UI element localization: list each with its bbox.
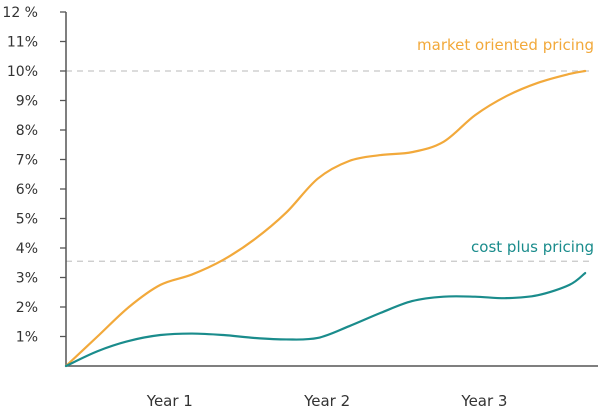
series-labels: market oriented pricing cost plus pricing [417, 36, 594, 256]
y-tick-label: 1% [16, 330, 38, 346]
y-tick-label: 11% [7, 35, 38, 51]
x-tick-label: Year 1 [146, 392, 193, 410]
series-label-market-oriented-pricing: market oriented pricing [417, 36, 594, 54]
series-line-market-oriented-pricing [64, 69, 587, 368]
y-tick-label: 10% [7, 64, 38, 80]
series-lines [64, 69, 587, 368]
y-tick-label: 3% [16, 271, 38, 287]
y-tick-label: 4% [16, 241, 38, 257]
reference-lines [66, 70, 593, 262]
x-axis-tick-labels: Year 1 Year 2 Year 3 [146, 392, 508, 410]
y-tick-label: 12 % [2, 5, 38, 21]
y-axis-tick-labels: 1% 2% 3% 4% 5% 6% 7% 8% 9% 10% 11% 12 % [2, 5, 38, 346]
y-tick-label: 9% [16, 94, 38, 110]
series-label-cost-plus-pricing: cost plus pricing [471, 238, 594, 256]
x-tick-label: Year 3 [460, 392, 507, 410]
series-line-cost-plus-pricing [64, 271, 587, 368]
y-tick-label: 5% [16, 212, 38, 228]
y-tick-label: 8% [16, 123, 38, 139]
x-tick-label: Year 2 [303, 392, 350, 410]
y-tick-label: 6% [16, 182, 38, 198]
axes [60, 11, 598, 367]
y-tick-label: 2% [16, 300, 38, 316]
y-tick-label: 7% [16, 153, 38, 169]
